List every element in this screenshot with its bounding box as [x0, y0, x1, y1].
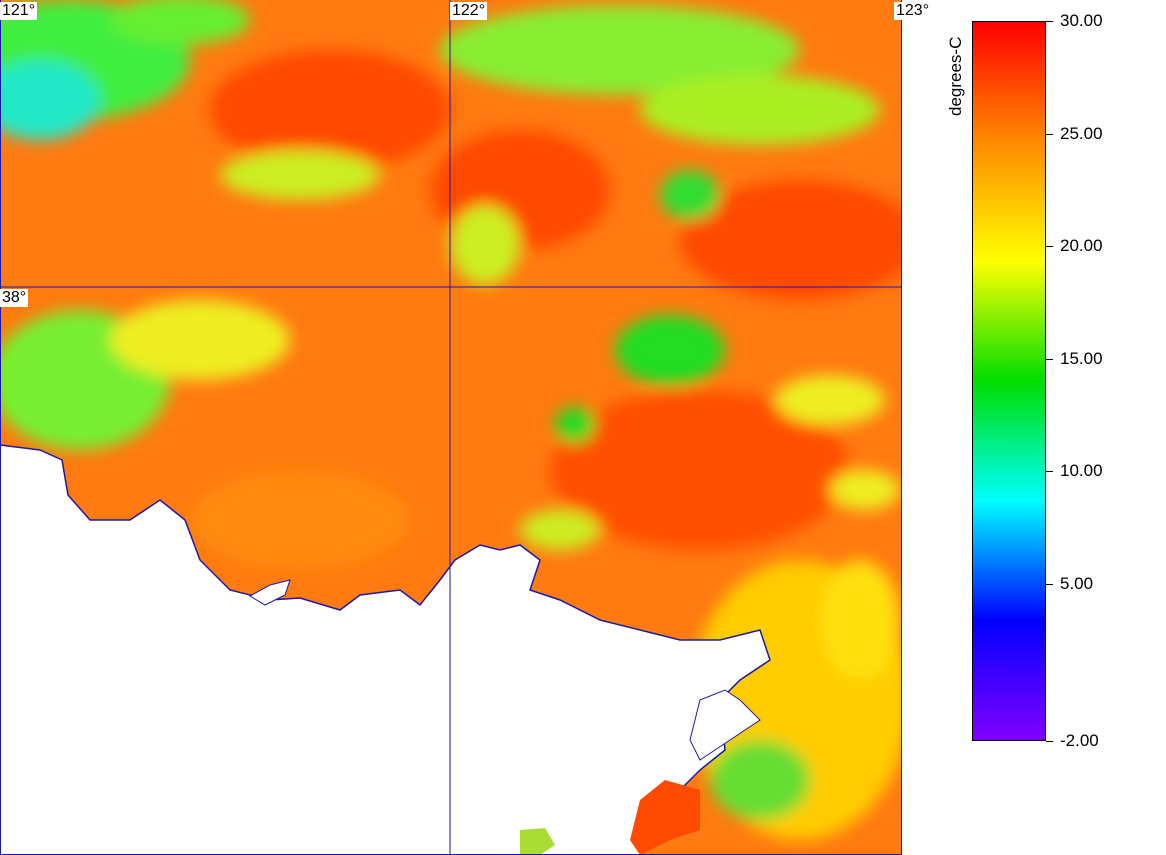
colorbar-tick-label: 5.00: [1060, 573, 1094, 593]
colorbar-tick-label: 20.00: [1060, 236, 1103, 255]
colorbar-tick: [1046, 741, 1053, 742]
land-peninsula-south: [689, 689, 761, 761]
colorbar-tick-label: -2.00: [1060, 731, 1099, 750]
inlet-green: [520, 828, 555, 855]
longitude-label-121: 121°: [0, 2, 38, 20]
colorbar-unit-label: degrees-C: [946, 36, 965, 116]
colorbar: [972, 21, 1046, 741]
colorbar-tick-label: 30.00: [1060, 11, 1103, 30]
land-mainland-west: [0, 444, 771, 855]
longitude-label-123: 123°: [894, 2, 932, 20]
land-islet: [248, 579, 291, 606]
colorbar-tick-label: 10.00: [1060, 461, 1103, 480]
colorbar-tick-label: 15.00: [1060, 348, 1103, 368]
colorbar-tick: [1046, 583, 1053, 585]
colorbar-tick: [1046, 246, 1053, 247]
longitude-label-122: 122°: [450, 2, 488, 20]
colorbar-tick: [1046, 358, 1053, 360]
colorbar-tick: [1046, 471, 1053, 472]
latitude-label-38: 38°: [0, 289, 29, 307]
colorbar-tick: [1046, 21, 1053, 22]
colorbar-tick: [1046, 133, 1053, 135]
warm-inlet: [630, 780, 700, 855]
temperature-patches: [0, 0, 902, 840]
colorbar-tick-label: 25.00: [1060, 123, 1103, 143]
